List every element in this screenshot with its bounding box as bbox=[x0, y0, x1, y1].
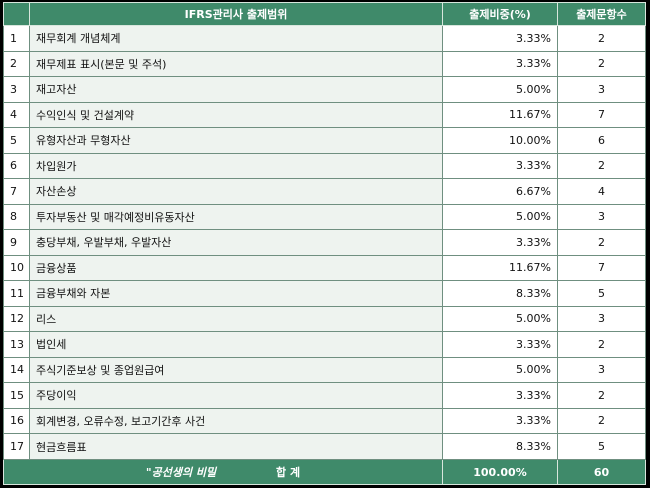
header-count: 출제문항수 bbox=[557, 2, 646, 26]
row-topic: 리스 bbox=[29, 305, 443, 333]
row-count: 5 bbox=[557, 433, 646, 460]
row-number: 16 bbox=[3, 407, 30, 435]
row-count: 2 bbox=[557, 25, 646, 52]
row-number: 5 bbox=[3, 127, 30, 154]
row-number: 9 bbox=[3, 229, 30, 256]
row-topic: 유형자산과 무형자산 bbox=[29, 127, 443, 154]
row-ratio: 3.33% bbox=[442, 382, 558, 409]
table-row: 17 현금흐름표 8.33% 5 bbox=[3, 433, 646, 460]
total-label: 합 계 bbox=[276, 466, 301, 479]
row-count: 2 bbox=[557, 229, 646, 256]
table-row: 2 재무제표 표시(본문 및 주석) 3.33% 2 bbox=[3, 50, 646, 78]
table-body: 1 재무회계 개념체계 3.33% 2 2 재무제표 표시(본문 및 주석) 3.33% 2 3… bbox=[3, 25, 646, 460]
row-topic: 금융상품 bbox=[29, 254, 443, 282]
row-count: 2 bbox=[557, 331, 646, 358]
table-row: 8 투자부동산 및 매각예정비유동자산 5.00% 3 bbox=[3, 203, 646, 231]
header-ratio: 출제비중(%) bbox=[442, 2, 558, 26]
row-number: 3 bbox=[3, 76, 30, 103]
row-ratio: 5.00% bbox=[442, 76, 558, 103]
table-header-row: IFRS관리사 출제범위 출제비중(%) 출제문항수 bbox=[3, 2, 646, 26]
row-ratio: 5.00% bbox=[442, 203, 558, 231]
row-count: 2 bbox=[557, 382, 646, 409]
row-count: 7 bbox=[557, 101, 646, 129]
header-number bbox=[3, 2, 30, 26]
row-ratio: 11.67% bbox=[442, 254, 558, 282]
row-topic: 주당이익 bbox=[29, 382, 443, 409]
table-row: 1 재무회계 개념체계 3.33% 2 bbox=[3, 25, 646, 52]
row-topic: 재무제표 표시(본문 및 주석) bbox=[29, 50, 443, 78]
row-count: 6 bbox=[557, 127, 646, 154]
row-number: 11 bbox=[3, 280, 30, 307]
row-number: 1 bbox=[3, 25, 30, 52]
row-count: 7 bbox=[557, 254, 646, 282]
exam-scope-table: IFRS관리사 출제범위 출제비중(%) 출제문항수 1 재무회계 개념체계 3.3… bbox=[3, 2, 646, 485]
row-number: 7 bbox=[3, 178, 30, 205]
row-number: 13 bbox=[3, 331, 30, 358]
table-row: 14 주식기준보상 및 종업원급여 5.00% 3 bbox=[3, 356, 646, 384]
total-count: 60 bbox=[557, 459, 646, 485]
table-row: 4 수익인식 및 건설계약 11.67% 7 bbox=[3, 101, 646, 129]
row-number: 14 bbox=[3, 356, 30, 384]
row-number: 4 bbox=[3, 101, 30, 129]
table-row: 3 재고자산 5.00% 3 bbox=[3, 76, 646, 103]
row-count: 2 bbox=[557, 407, 646, 435]
row-number: 17 bbox=[3, 433, 30, 460]
row-ratio: 6.67% bbox=[442, 178, 558, 205]
table-row: 11 금융부채와 자본 8.33% 5 bbox=[3, 280, 646, 307]
row-topic: 충당부채, 우발부채, 우발자산 bbox=[29, 229, 443, 256]
row-topic: 재무회계 개념체계 bbox=[29, 25, 443, 52]
row-number: 6 bbox=[3, 152, 30, 180]
row-count: 3 bbox=[557, 76, 646, 103]
row-count: 2 bbox=[557, 152, 646, 180]
row-ratio: 3.33% bbox=[442, 25, 558, 52]
row-count: 2 bbox=[557, 50, 646, 78]
row-ratio: 5.00% bbox=[442, 356, 558, 384]
row-ratio: 3.33% bbox=[442, 331, 558, 358]
row-ratio: 3.33% bbox=[442, 152, 558, 180]
row-ratio: 11.67% bbox=[442, 101, 558, 129]
row-ratio: 8.33% bbox=[442, 280, 558, 307]
row-number: 15 bbox=[3, 382, 30, 409]
table-row: 15 주당이익 3.33% 2 bbox=[3, 382, 646, 409]
row-count: 3 bbox=[557, 356, 646, 384]
row-count: 4 bbox=[557, 178, 646, 205]
total-row: "공선생의 비밀 합 계 100.00% 60 bbox=[3, 459, 646, 485]
row-number: 10 bbox=[3, 254, 30, 282]
total-ratio: 100.00% bbox=[442, 459, 558, 485]
row-ratio: 3.33% bbox=[442, 50, 558, 78]
table-row: 9 충당부채, 우발부채, 우발자산 3.33% 2 bbox=[3, 229, 646, 256]
row-count: 3 bbox=[557, 203, 646, 231]
row-topic: 차입원가 bbox=[29, 152, 443, 180]
table-row: 10 금융상품 11.67% 7 bbox=[3, 254, 646, 282]
author-signature: "공선생의 비밀 bbox=[145, 466, 217, 479]
row-count: 3 bbox=[557, 305, 646, 333]
header-scope: IFRS관리사 출제범위 bbox=[29, 2, 443, 26]
row-topic: 법인세 bbox=[29, 331, 443, 358]
table-row: 16 회계변경, 오류수정, 보고기간후 사건 3.33% 2 bbox=[3, 407, 646, 435]
row-number: 8 bbox=[3, 203, 30, 231]
row-topic: 자산손상 bbox=[29, 178, 443, 205]
row-count: 5 bbox=[557, 280, 646, 307]
row-topic: 투자부동산 및 매각예정비유동자산 bbox=[29, 203, 443, 231]
row-topic: 금융부채와 자본 bbox=[29, 280, 443, 307]
table-row: 13 법인세 3.33% 2 bbox=[3, 331, 646, 358]
row-ratio: 3.33% bbox=[442, 229, 558, 256]
table-row: 7 자산손상 6.67% 4 bbox=[3, 178, 646, 205]
row-topic: 재고자산 bbox=[29, 76, 443, 103]
row-ratio: 10.00% bbox=[442, 127, 558, 154]
table-row: 6 차입원가 3.33% 2 bbox=[3, 152, 646, 180]
row-number: 12 bbox=[3, 305, 30, 333]
row-topic: 현금흐름표 bbox=[29, 433, 443, 460]
row-ratio: 3.33% bbox=[442, 407, 558, 435]
row-topic: 수익인식 및 건설계약 bbox=[29, 101, 443, 129]
row-topic: 주식기준보상 및 종업원급여 bbox=[29, 356, 443, 384]
table-row: 12 리스 5.00% 3 bbox=[3, 305, 646, 333]
row-number: 2 bbox=[3, 50, 30, 78]
row-ratio: 8.33% bbox=[442, 433, 558, 460]
row-topic: 회계변경, 오류수정, 보고기간후 사건 bbox=[29, 407, 443, 435]
table-row: 5 유형자산과 무형자산 10.00% 6 bbox=[3, 127, 646, 154]
row-ratio: 5.00% bbox=[442, 305, 558, 333]
total-label-cell: "공선생의 비밀 합 계 bbox=[3, 459, 443, 485]
